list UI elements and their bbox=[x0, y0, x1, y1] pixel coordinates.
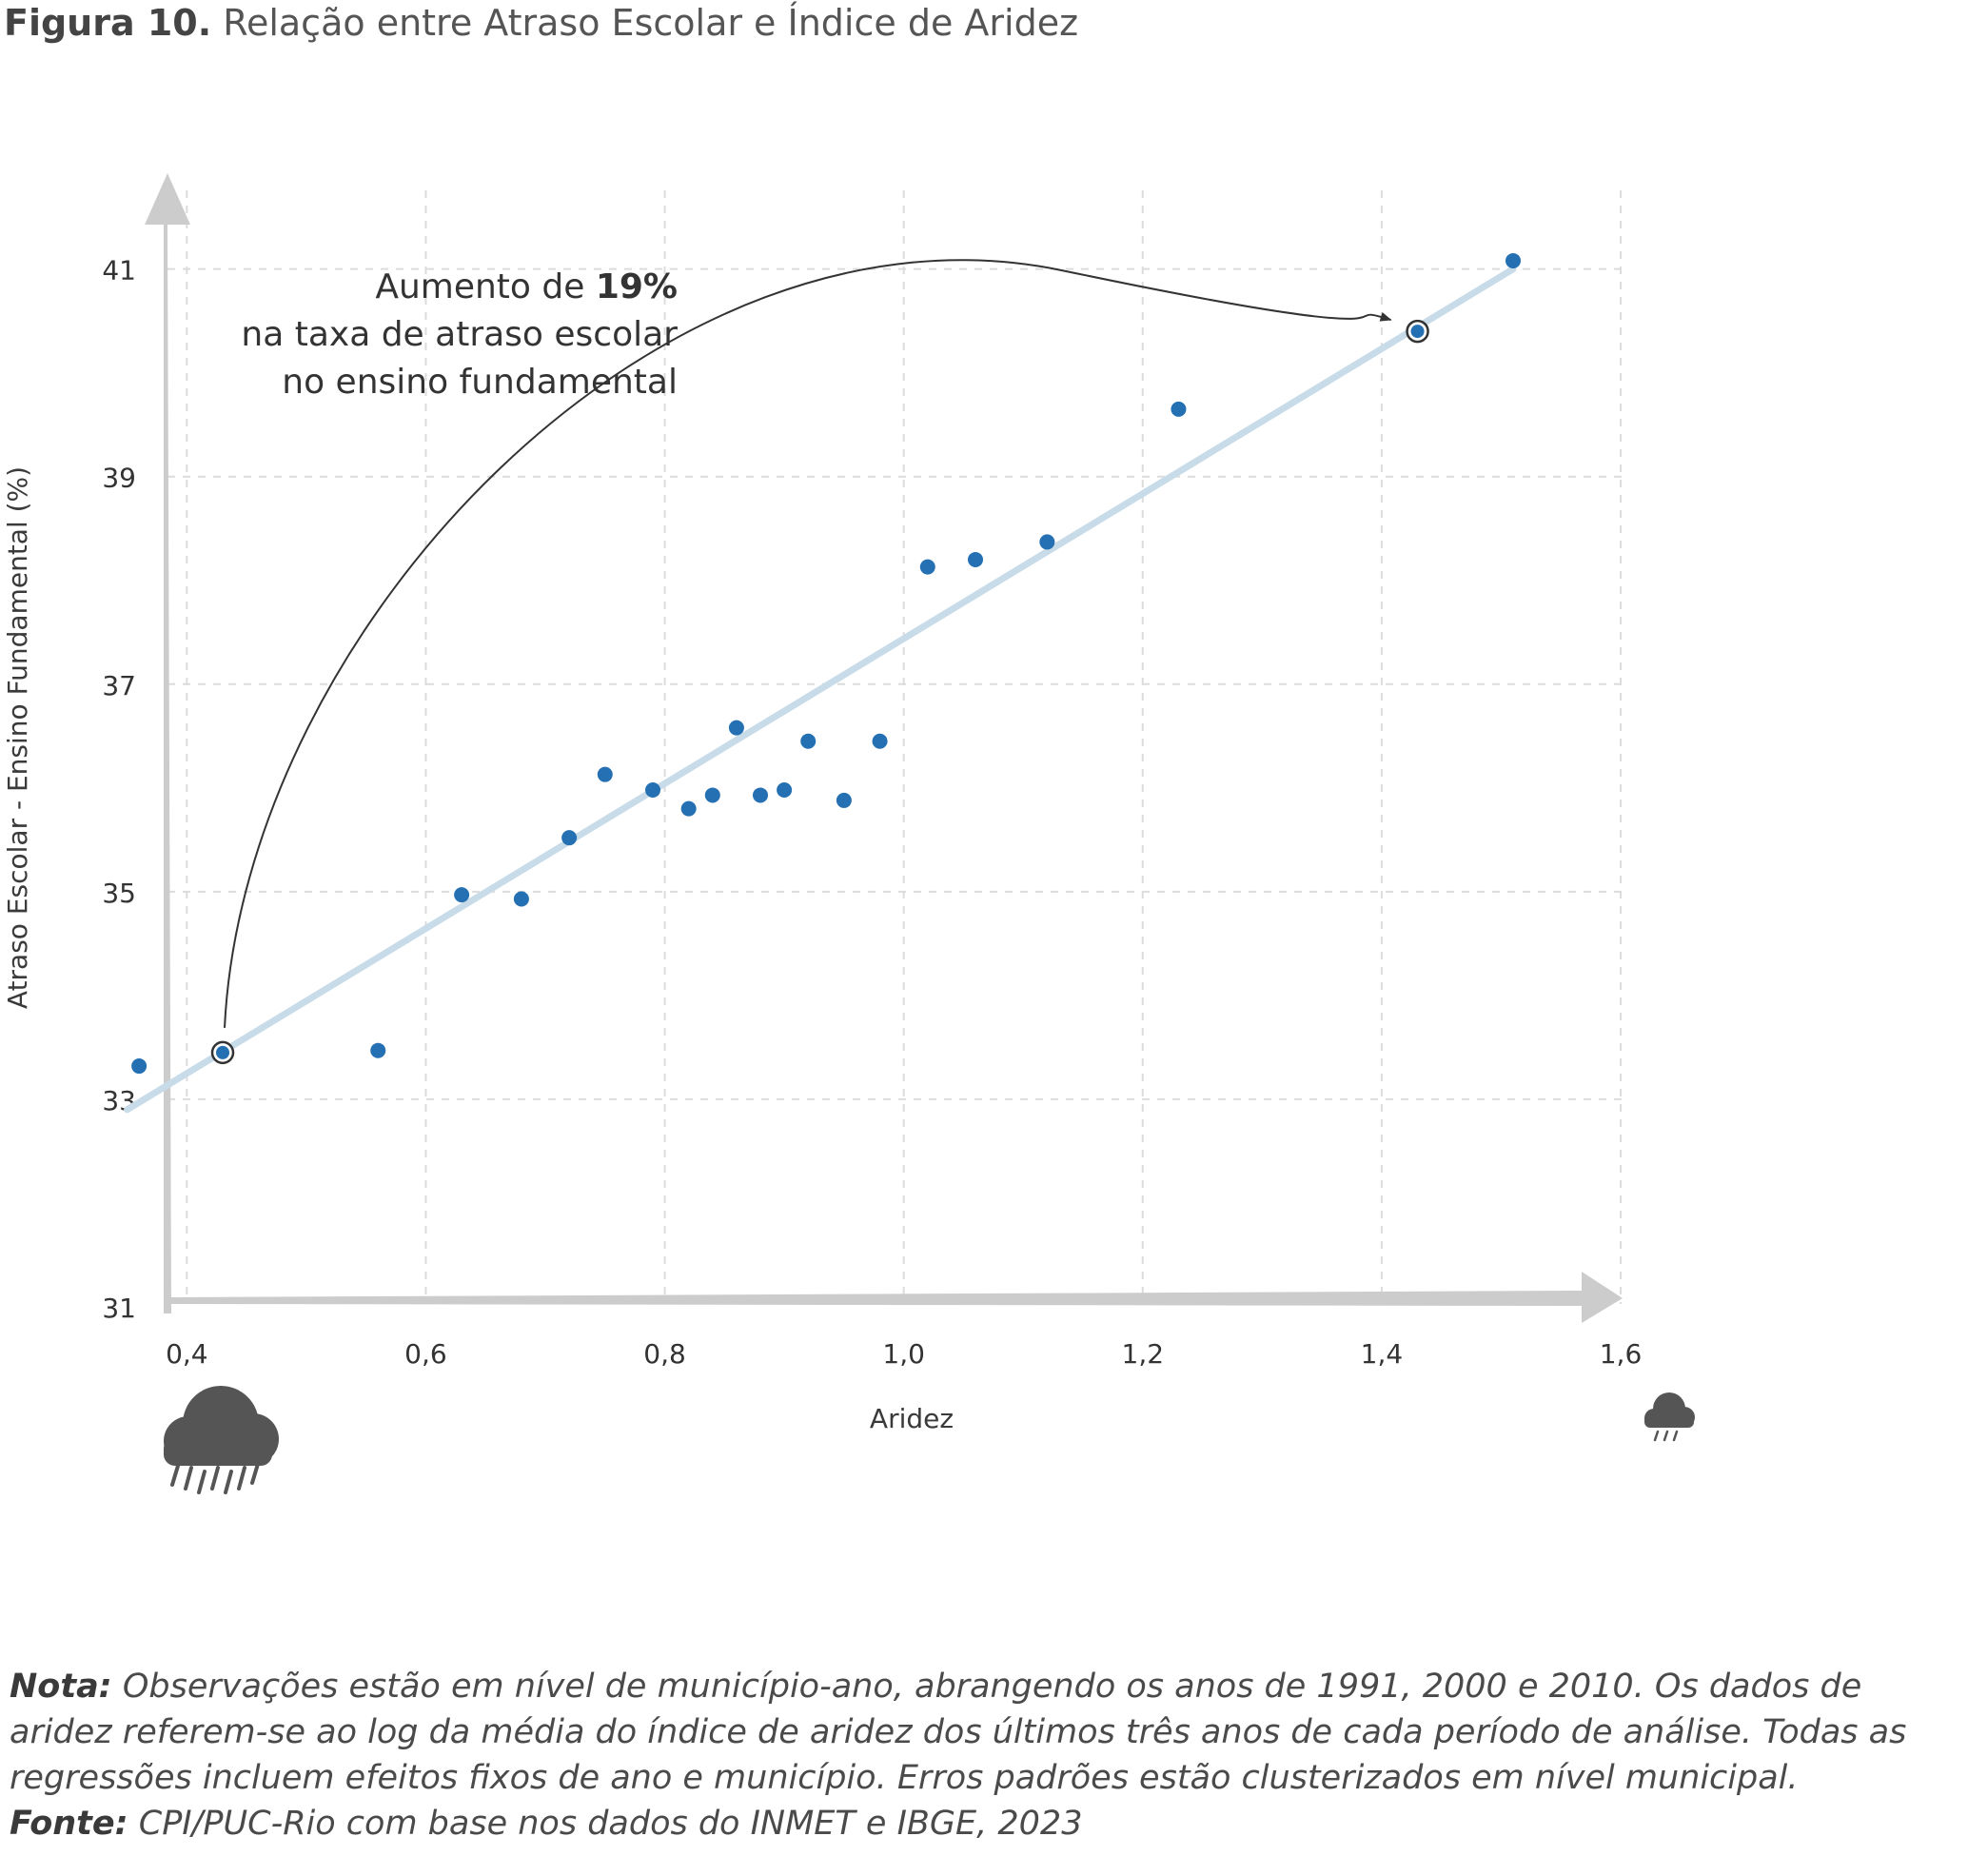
x-tick-label: 0,8 bbox=[643, 1338, 686, 1370]
y-tick-label: 31 bbox=[102, 1293, 136, 1324]
y-axis-arrow bbox=[145, 173, 190, 1313]
highlighted-points bbox=[210, 319, 1429, 1065]
x-tick-label: 1,4 bbox=[1361, 1338, 1404, 1370]
x-tick-label: 1,2 bbox=[1122, 1338, 1165, 1370]
y-tick-labels: 31 33 35 37 39 41 bbox=[102, 255, 136, 1324]
data-point bbox=[777, 782, 793, 799]
scatter-chart: 31 33 35 37 39 41 0,4 0,6 0,8 1,0 1,2 1,4 1,6 Aride… bbox=[2, 173, 1695, 1494]
data-point bbox=[513, 891, 529, 907]
data-point bbox=[597, 766, 613, 782]
y-tick-label: 35 bbox=[102, 878, 136, 909]
data-point bbox=[1039, 534, 1055, 550]
svg-text:Aumento de 19%: Aumento de 19% bbox=[375, 267, 678, 306]
data-point bbox=[968, 551, 984, 567]
annotation-line2: na taxa de atraso escolar bbox=[241, 315, 678, 354]
annotation-line1-bold: 19% bbox=[596, 267, 678, 306]
x-tick-label: 0,6 bbox=[404, 1338, 447, 1370]
data-point bbox=[1506, 252, 1522, 268]
data-point bbox=[919, 559, 935, 575]
data-point bbox=[753, 787, 769, 803]
note-text: Observações estão em nível de município-… bbox=[10, 1668, 1907, 1797]
figure-title: Figura 10. Relação entre Atraso Escolar … bbox=[4, 2, 1078, 44]
source-paragraph: Fonte: CPI/PUC-Rio com base nos dados do… bbox=[10, 1801, 1960, 1846]
y-axis-label: Atraso Escolar - Ensino Fundamental (%) bbox=[2, 466, 33, 1009]
data-point bbox=[728, 720, 744, 736]
y-tick-label: 39 bbox=[102, 463, 136, 494]
y-tick-label: 33 bbox=[102, 1085, 136, 1116]
light-rain-cloud-icon bbox=[1644, 1392, 1695, 1442]
annotation-text: Aumento de 19% na taxa de atraso escolar… bbox=[241, 267, 678, 402]
data-point bbox=[370, 1042, 386, 1058]
y-tick-label: 41 bbox=[102, 255, 136, 286]
x-axis-arrow bbox=[169, 1272, 1623, 1323]
grid-lines bbox=[167, 190, 1623, 1304]
data-point bbox=[131, 1058, 148, 1075]
figure-title-text: Relação entre Atraso Escolar e Índice de… bbox=[223, 2, 1079, 44]
highlighted-point bbox=[1410, 325, 1425, 339]
annotation-line1-prefix: Aumento de bbox=[375, 267, 596, 306]
data-point bbox=[680, 800, 697, 817]
x-tick-labels: 0,4 0,6 0,8 1,0 1,2 1,4 1,6 bbox=[166, 1338, 1642, 1370]
x-tick-label: 1,6 bbox=[1600, 1338, 1643, 1370]
source-label: Fonte: bbox=[10, 1805, 128, 1843]
note-paragraph: Nota: Observações estão em nível de muni… bbox=[10, 1664, 1960, 1801]
annotation-line3: no ensino fundamental bbox=[282, 363, 678, 402]
y-tick-label: 37 bbox=[102, 670, 136, 701]
x-tick-label: 1,0 bbox=[882, 1338, 925, 1370]
data-point bbox=[645, 782, 661, 799]
trend-line bbox=[124, 266, 1517, 1114]
heavy-rain-cloud-icon bbox=[164, 1386, 279, 1494]
data-point bbox=[1171, 401, 1187, 417]
note-label: Nota: bbox=[10, 1668, 112, 1706]
x-tick-label: 0,4 bbox=[166, 1338, 208, 1370]
data-point bbox=[872, 733, 888, 749]
data-points bbox=[131, 252, 1522, 1075]
annotation-arrow bbox=[224, 259, 1392, 1028]
data-point bbox=[561, 830, 578, 846]
notes-section: Nota: Observações estão em nível de muni… bbox=[10, 1664, 1960, 1846]
figure-number: Figura 10. bbox=[4, 2, 212, 44]
data-point bbox=[454, 887, 470, 903]
source-text: CPI/PUC-Rio com base nos dados do INMET … bbox=[138, 1805, 1083, 1843]
data-point bbox=[836, 792, 852, 808]
x-axis-label: Aridez bbox=[870, 1403, 954, 1434]
data-point bbox=[800, 733, 817, 749]
data-point bbox=[704, 787, 720, 803]
highlighted-point bbox=[216, 1045, 230, 1059]
